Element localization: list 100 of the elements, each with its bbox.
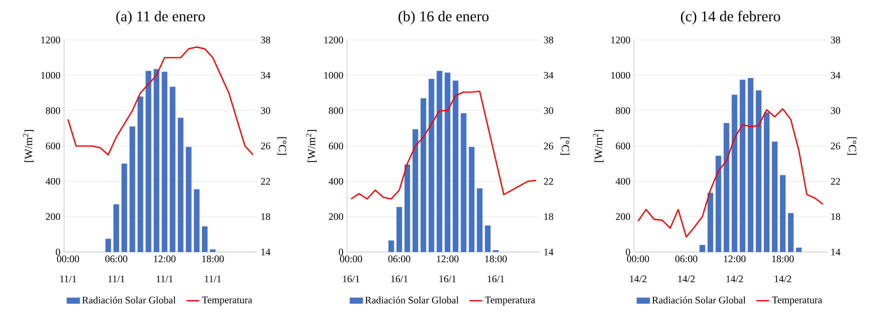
y-tick-label: 800 xyxy=(616,107,630,114)
y-tick-label: 200 xyxy=(328,213,344,220)
bar xyxy=(162,72,168,252)
bar xyxy=(388,240,394,252)
bar xyxy=(130,126,136,252)
y2-axis-title: [°C] xyxy=(560,137,570,155)
y-tick-label: 200 xyxy=(46,213,60,220)
bar xyxy=(396,206,402,252)
bar xyxy=(186,146,192,252)
bar xyxy=(113,204,120,252)
y-tick-label: 400 xyxy=(616,178,630,185)
bar xyxy=(460,113,466,252)
chart-title: (b) 16 de enero xyxy=(398,10,489,24)
bar xyxy=(476,188,482,252)
bar xyxy=(105,238,112,252)
bar xyxy=(146,70,152,252)
y2-tick-label: 18 xyxy=(261,213,270,220)
y-tick-label: 800 xyxy=(46,107,60,114)
y-tick-label: 1200 xyxy=(41,36,60,44)
bar xyxy=(716,156,722,252)
y-tick-label: 600 xyxy=(616,142,630,150)
bar xyxy=(708,192,714,252)
category-label: 18:00 16/1 xyxy=(485,256,507,282)
chart-title: (c) 14 de febrero xyxy=(680,10,780,24)
y2-tick-label: 34 xyxy=(544,72,554,79)
bar xyxy=(796,248,802,252)
bar xyxy=(700,244,706,252)
y2-tick-label: 26 xyxy=(544,142,554,150)
bar xyxy=(428,78,434,252)
y2-tick-label: 14 xyxy=(544,248,554,256)
y-tick-label: 400 xyxy=(46,178,60,185)
y-tick-label: 600 xyxy=(46,142,60,150)
category-label: 18:00 11/1 xyxy=(202,256,224,282)
y-axis-title: [W/m$^{2}$] xyxy=(23,130,34,162)
legend-label: Radiación Solar Global xyxy=(365,296,459,304)
bar xyxy=(420,98,426,252)
y-tick-label: 1000 xyxy=(324,72,344,79)
y2-tick-label: 14 xyxy=(831,248,840,256)
bar xyxy=(202,226,208,252)
y-axis-title: [W/m$^{2}$] xyxy=(593,130,604,162)
y2-tick-label: 18 xyxy=(544,213,554,220)
y-tick-label: 1000 xyxy=(611,72,630,79)
bar xyxy=(772,142,778,252)
y-tick-label: 0 xyxy=(338,248,344,256)
bar xyxy=(452,80,458,252)
bar xyxy=(748,78,754,252)
category-label: 06:00 16/1 xyxy=(388,256,410,282)
chart-title: (a) 11 de enero xyxy=(116,10,205,24)
y2-axis-title: [°C] xyxy=(277,137,286,155)
y2-tick-label: 22 xyxy=(260,178,270,185)
y2-tick-label: 22 xyxy=(544,178,553,185)
y-tick-label: 0 xyxy=(626,248,630,256)
category-label: 00:00 16/1 xyxy=(340,256,362,282)
y2-axis-title: [°C] xyxy=(847,137,856,155)
category-label: 00:00 14/2 xyxy=(627,256,650,282)
bar xyxy=(484,225,491,252)
y-tick-label: 200 xyxy=(616,213,630,220)
legend-label: Temperatura xyxy=(485,296,536,306)
bar xyxy=(732,94,738,252)
category-label: 06:00 11/1 xyxy=(105,256,128,282)
category-label: 06:00 14/2 xyxy=(675,256,698,282)
bar xyxy=(756,90,762,252)
y2-tick-label: 34 xyxy=(831,72,840,79)
category-label: 00:00 11/1 xyxy=(57,256,80,282)
bar xyxy=(436,70,442,252)
y2-tick-label: 26 xyxy=(830,142,840,150)
bar xyxy=(170,86,176,252)
bar xyxy=(740,80,746,252)
y2-tick-label: 30 xyxy=(544,107,554,114)
category-label: 18:00 14/2 xyxy=(772,256,794,282)
y-tick-label: 1000 xyxy=(41,72,60,79)
y2-tick-label: 38 xyxy=(544,36,554,44)
bar xyxy=(444,72,450,252)
y-tick-label: 1200 xyxy=(611,36,630,44)
bar xyxy=(788,213,794,252)
y2-tick-label: 22 xyxy=(830,178,840,185)
y2-tick-label: 26 xyxy=(260,142,270,150)
bar xyxy=(178,118,184,252)
y2-tick-label: 38 xyxy=(831,36,840,44)
bar xyxy=(154,69,160,252)
bar xyxy=(138,96,144,252)
legend-label: Temperatura xyxy=(202,296,252,306)
bar xyxy=(194,189,200,252)
y2-tick-label: 30 xyxy=(831,107,840,114)
category-label: 12:00 11/1 xyxy=(154,256,176,282)
y2-tick-label: 18 xyxy=(831,213,840,220)
y-axis-title: [W/m$^{2}$] xyxy=(306,130,317,162)
y-tick-label: 1200 xyxy=(324,36,344,44)
y-tick-label: 400 xyxy=(328,178,344,185)
y2-tick-label: 30 xyxy=(261,107,270,114)
legend-label: Radiación Solar Global xyxy=(652,296,746,304)
legend-label: Radiación Solar Global xyxy=(82,296,176,304)
line-series xyxy=(637,108,824,238)
y2-tick-label: 34 xyxy=(261,72,270,79)
bar xyxy=(122,164,128,252)
y-tick-label: 600 xyxy=(328,142,344,150)
bar xyxy=(780,175,786,252)
bar xyxy=(404,164,410,252)
category-label: 12:00 14/2 xyxy=(724,256,746,282)
bar xyxy=(724,123,730,252)
